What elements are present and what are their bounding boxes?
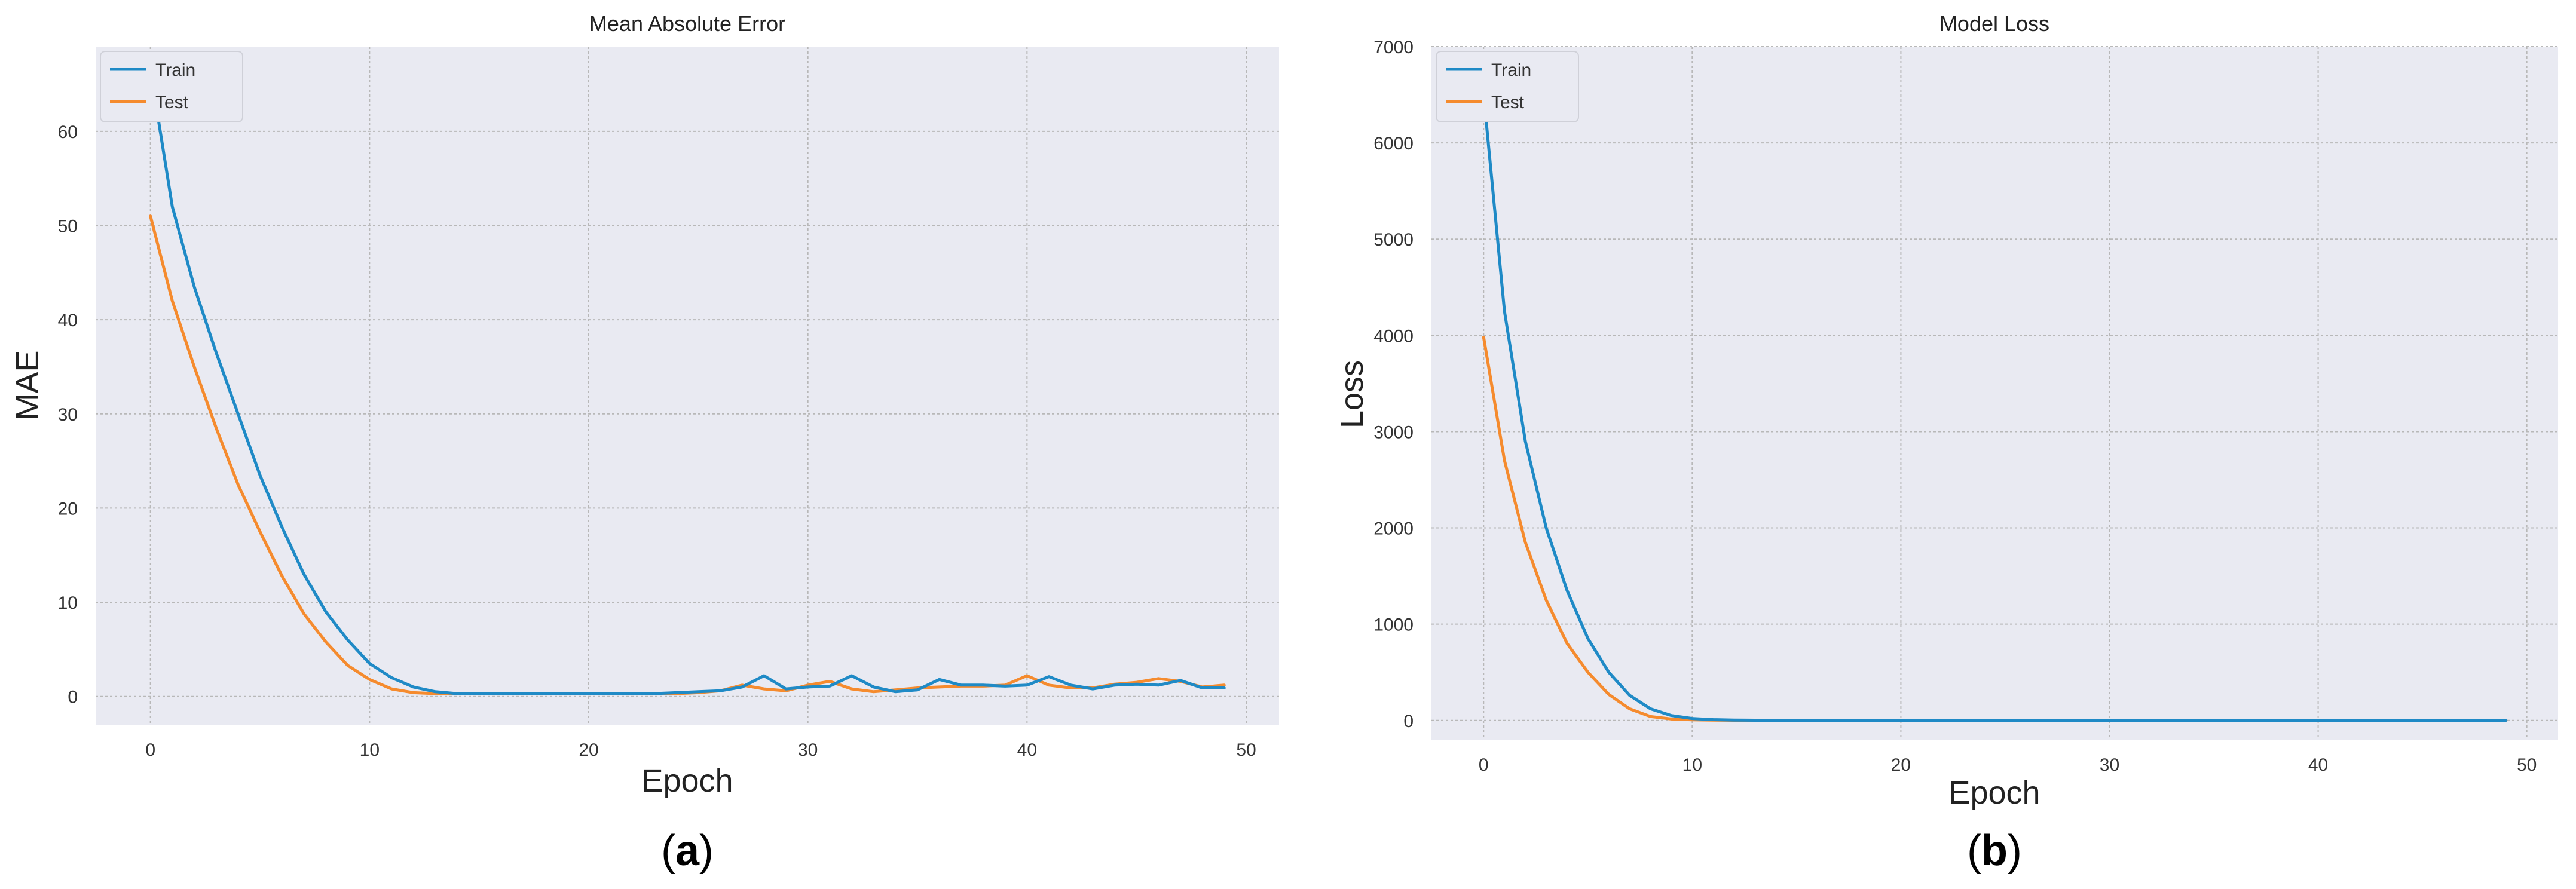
x-tick-label: 50 <box>2517 755 2537 775</box>
y-tick-label: 30 <box>58 405 78 425</box>
y-tick-label: 3000 <box>1373 422 1414 442</box>
grid-lines <box>96 47 1279 725</box>
x-tick-label: 10 <box>360 740 380 760</box>
y-tick-label: 2000 <box>1373 519 1414 539</box>
x-tick-label: 0 <box>1479 755 1489 775</box>
x-tick-label: 30 <box>798 740 818 760</box>
x-tick-label: 20 <box>1891 755 1911 775</box>
x-tick-label: 20 <box>579 740 598 760</box>
y-tick-label: 20 <box>58 499 78 519</box>
legend-test-label: Test <box>1491 93 1525 112</box>
series-line-train <box>1482 93 2508 722</box>
chart-panel-mae: 0 10 20 30 40 50 0 10 20 30 40 50 60 Mean Absolute E… <box>10 11 1279 875</box>
y-tick-label: 60 <box>58 122 78 142</box>
panel-caption-b: (b) <box>1967 827 2022 875</box>
x-axis-label: Epoch <box>641 763 733 799</box>
legend-train-label: Train <box>1491 60 1531 80</box>
y-tick-label: 6000 <box>1373 134 1414 154</box>
y-tick-label: 0 <box>68 688 78 707</box>
series-lines <box>1482 93 2508 722</box>
y-tick-label: 4000 <box>1373 326 1414 346</box>
x-tick-label: 0 <box>145 740 155 760</box>
y-tick-label: 0 <box>1403 712 1414 731</box>
y-axis-label: Loss <box>1334 360 1370 428</box>
y-tick-label: 50 <box>58 217 78 237</box>
legend: Train Test <box>100 51 243 122</box>
chart-title: Model Loss <box>1939 11 2049 36</box>
x-tick-label: 40 <box>1017 740 1037 760</box>
tick-labels: 0 10 20 30 40 50 0 10 20 30 40 50 60 <box>58 122 1256 760</box>
x-tick-label: 30 <box>2100 755 2119 775</box>
y-axis-label: MAE <box>10 350 45 420</box>
plot-area <box>96 47 1279 725</box>
x-axis-label: Epoch <box>1948 775 2040 811</box>
legend-train-label: Train <box>155 60 195 80</box>
grid-lines <box>1431 46 2558 740</box>
chart-title: Mean Absolute Error <box>589 11 785 36</box>
series-lines <box>149 68 1226 695</box>
plot-area <box>1431 47 2558 740</box>
y-tick-label: 1000 <box>1373 615 1414 635</box>
x-tick-label: 40 <box>2308 755 2328 775</box>
y-tick-label: 5000 <box>1373 230 1414 250</box>
x-tick-label: 10 <box>1682 755 1702 775</box>
y-tick-label: 10 <box>58 593 78 613</box>
y-tick-label: 7000 <box>1373 38 1414 57</box>
legend: Train Test <box>1436 51 1579 122</box>
panel-caption-a: (a) <box>661 827 714 875</box>
legend-test-label: Test <box>155 93 189 112</box>
y-tick-label: 40 <box>58 311 78 330</box>
series-line-train <box>149 68 1226 695</box>
x-tick-label: 50 <box>1236 740 1256 760</box>
tick-labels: 0 10 20 30 40 50 0 1000 2000 3000 4000 5000 6000 7000 <box>1373 38 2537 775</box>
chart-panel-loss: 0 10 20 30 40 50 0 1000 2000 3000 4000 5000 6000 7000… <box>1334 11 2558 875</box>
